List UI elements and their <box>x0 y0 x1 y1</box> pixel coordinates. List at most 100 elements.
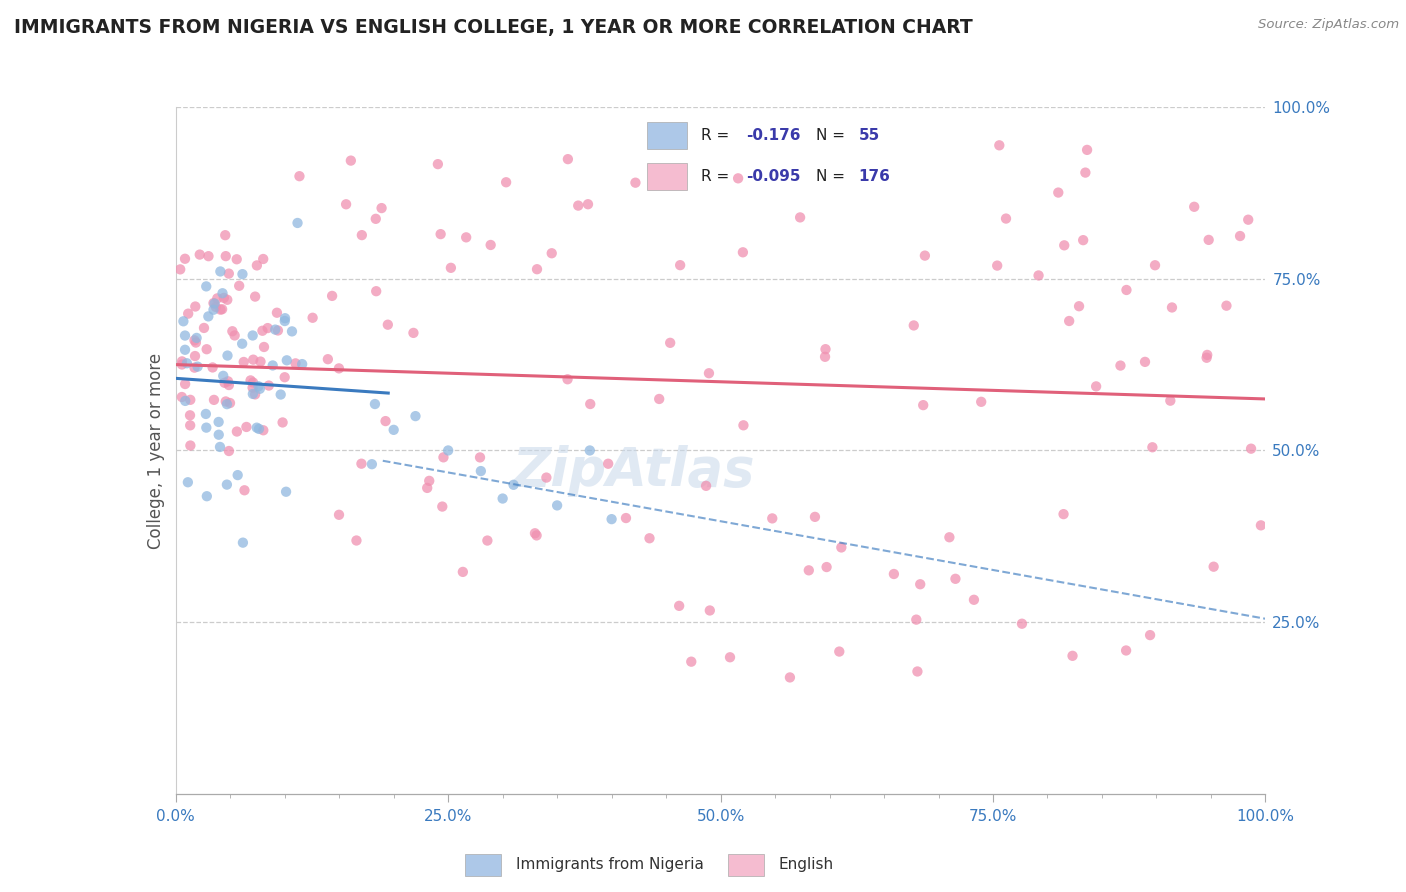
Point <box>526 528 548 542</box>
Point <box>346 533 368 548</box>
Point <box>195 343 218 357</box>
Point <box>479 238 502 252</box>
Point <box>1115 283 1137 297</box>
Point <box>211 302 233 317</box>
Text: -0.176: -0.176 <box>747 128 800 143</box>
Point <box>557 152 579 166</box>
Point <box>1237 212 1260 227</box>
Point <box>226 468 249 483</box>
Point <box>264 323 287 337</box>
Point <box>328 361 350 376</box>
Point <box>193 321 215 335</box>
Point <box>274 484 297 499</box>
Point <box>402 326 425 340</box>
Point <box>174 393 197 408</box>
Point <box>219 396 242 410</box>
Point <box>174 328 197 343</box>
Point <box>195 420 218 434</box>
Point <box>218 378 240 392</box>
Point <box>1215 299 1237 313</box>
Point <box>1142 440 1164 454</box>
Point <box>731 245 754 260</box>
Point <box>184 300 207 314</box>
Point <box>197 310 219 324</box>
Point <box>271 416 294 430</box>
FancyBboxPatch shape <box>465 855 501 876</box>
Point <box>1229 229 1251 244</box>
Point <box>988 138 1011 153</box>
Point <box>600 512 623 526</box>
Point <box>624 176 647 190</box>
Point <box>540 246 562 260</box>
Point <box>267 323 290 337</box>
Point <box>170 390 193 404</box>
Point <box>377 318 399 332</box>
Point <box>576 197 599 211</box>
Point <box>242 376 264 390</box>
Point <box>814 342 837 356</box>
Text: -0.095: -0.095 <box>747 169 800 184</box>
Point <box>209 302 232 317</box>
Point <box>733 418 755 433</box>
Point <box>1047 186 1070 200</box>
Point <box>232 535 254 549</box>
Point <box>659 335 682 350</box>
Point <box>905 613 928 627</box>
Point <box>177 307 200 321</box>
Point <box>374 414 396 428</box>
Point <box>273 370 295 384</box>
Point <box>202 296 225 310</box>
Point <box>217 349 239 363</box>
Point <box>1161 301 1184 315</box>
Point <box>174 252 197 266</box>
Point <box>287 216 309 230</box>
Point <box>1053 238 1076 252</box>
Point <box>284 356 307 370</box>
Point <box>239 373 262 387</box>
Point <box>557 372 579 386</box>
Text: N =: N = <box>815 169 851 184</box>
Point <box>789 211 811 225</box>
Text: N =: N = <box>815 128 851 143</box>
Point <box>274 314 297 328</box>
Point <box>174 377 197 392</box>
Point <box>945 572 967 586</box>
Point <box>995 211 1018 226</box>
Point <box>1197 348 1219 362</box>
Point <box>1202 559 1225 574</box>
Point <box>212 291 235 305</box>
Point <box>718 650 741 665</box>
Point <box>364 397 387 411</box>
Point <box>828 644 851 658</box>
Point <box>233 483 256 498</box>
Point <box>246 259 269 273</box>
Point <box>492 491 515 506</box>
Point <box>502 478 524 492</box>
Point <box>432 450 454 465</box>
Point <box>614 511 637 525</box>
Point <box>1076 143 1098 157</box>
Point <box>242 352 264 367</box>
Point <box>215 477 238 491</box>
Point <box>903 318 925 333</box>
Point <box>382 423 405 437</box>
Point <box>281 325 304 339</box>
Text: 55: 55 <box>858 128 880 143</box>
Point <box>1195 351 1218 365</box>
Point <box>205 300 228 314</box>
Point <box>970 394 993 409</box>
Point <box>908 577 931 591</box>
Text: Source: ZipAtlas.com: Source: ZipAtlas.com <box>1258 18 1399 31</box>
Point <box>335 197 357 211</box>
Point <box>194 407 217 421</box>
Point <box>197 249 219 263</box>
Point <box>938 530 960 544</box>
Point <box>215 397 238 411</box>
Point <box>291 357 314 371</box>
Point <box>432 500 454 514</box>
Point <box>815 560 838 574</box>
Point <box>1133 355 1156 369</box>
Point <box>214 228 236 243</box>
Point <box>912 398 935 412</box>
Point <box>1109 359 1132 373</box>
